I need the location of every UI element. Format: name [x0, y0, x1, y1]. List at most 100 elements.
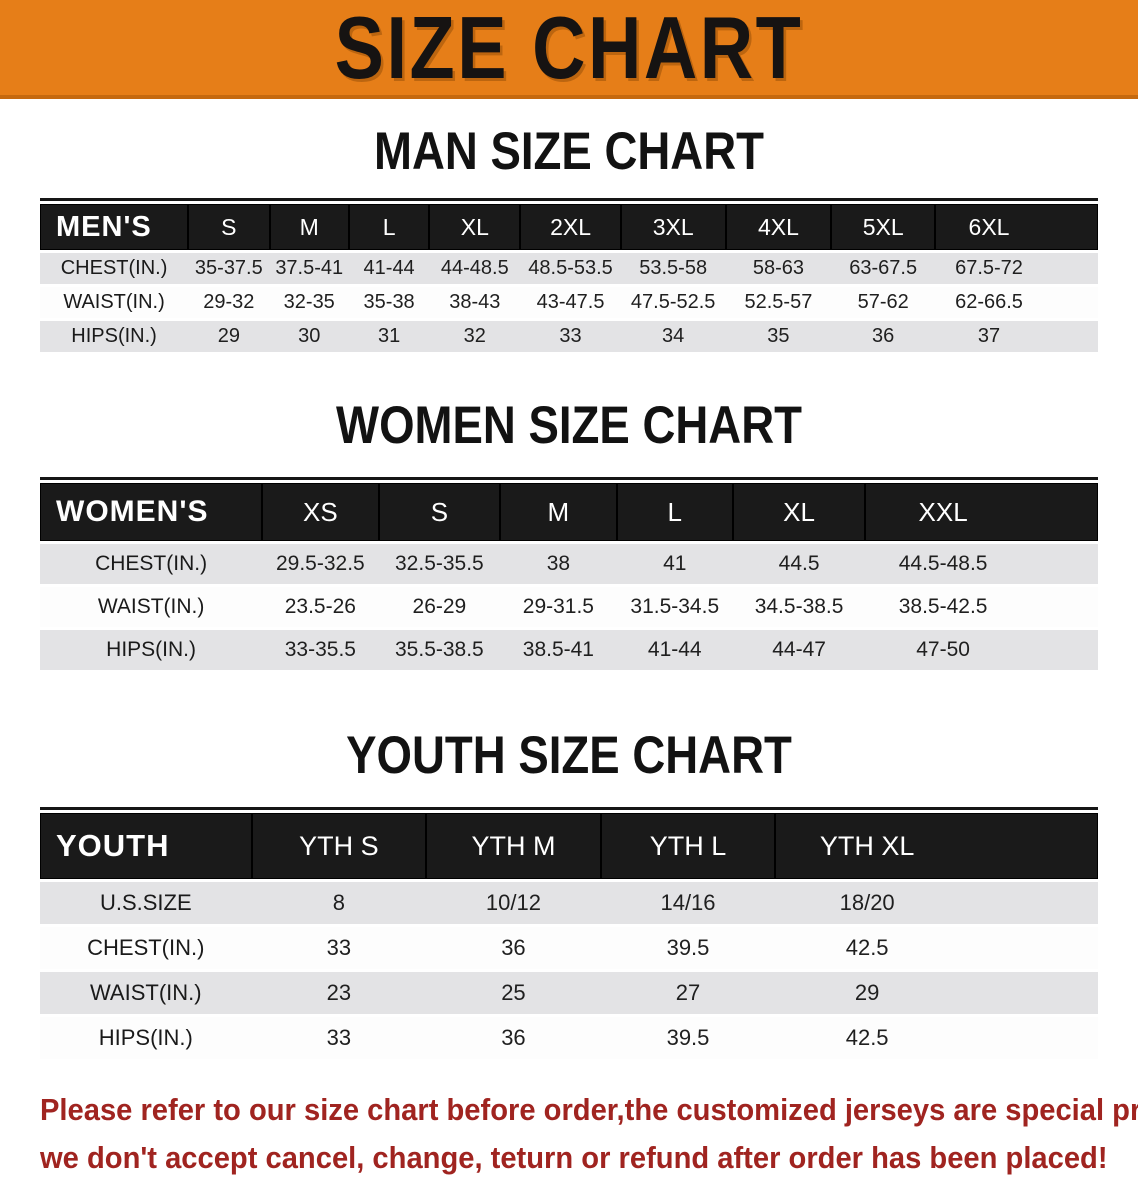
size-value: 29-31.5	[500, 587, 617, 627]
measurement-label: HIPS(IN.)	[40, 630, 263, 670]
table-row: WAIST(IN.) 29-32 32-35 35-38 38-43 43-47.5 47.…	[40, 287, 1098, 318]
size-column-header: XL	[429, 204, 521, 250]
table-group-label: YOUTH	[40, 813, 252, 879]
size-value: 42.5	[775, 927, 1098, 969]
size-value: 44.5-48.5	[865, 544, 1098, 584]
measurement-label: WAIST(IN.)	[40, 972, 252, 1014]
size-value: 38.5-41	[500, 630, 617, 670]
table-row: WAIST(IN.) 23 25 27 29	[40, 972, 1098, 1014]
women-section-heading: WOMEN SIZE CHART	[336, 396, 802, 455]
size-column-header: L	[348, 204, 430, 250]
size-value: 32-35	[269, 287, 349, 318]
size-column-header: 6XL	[935, 204, 1098, 250]
measurement-label: HIPS(IN.)	[40, 1017, 252, 1059]
size-value: 33	[251, 927, 427, 969]
size-value: 14/16	[600, 882, 776, 924]
size-value: 63-67.5	[831, 253, 935, 284]
size-column-header: YTH S	[251, 813, 427, 879]
size-value: 18/20	[775, 882, 1098, 924]
size-value: 35.5-38.5	[378, 630, 501, 670]
size-value: 42.5	[775, 1017, 1098, 1059]
youth-size-table: YOUTH YTH S YTH M YTH L YTH XL U.S.SIZE 8 10/12…	[40, 807, 1098, 1062]
size-value: 35-38	[348, 287, 430, 318]
table-row: HIPS(IN.) 29 30 31 32 33 34 35 36 37	[40, 321, 1098, 352]
size-value: 26-29	[378, 587, 501, 627]
size-value: 67.5-72	[935, 253, 1098, 284]
size-value: 48.5-53.5	[520, 253, 621, 284]
size-value: 29.5-32.5	[262, 544, 379, 584]
size-value: 43-47.5	[520, 287, 621, 318]
size-value: 52.5-57	[725, 287, 832, 318]
size-value: 31.5-34.5	[616, 587, 733, 627]
notice-line-1: Please refer to our size chart before or…	[40, 1092, 1138, 1127]
size-value: 41-44	[348, 253, 430, 284]
size-value: 34	[620, 321, 726, 352]
women-size-section: WOMEN SIZE CHART WOMEN'S XS S M L XL XXL CHEST(…	[0, 399, 1138, 673]
size-column-header: S	[188, 204, 270, 250]
measurement-label: WAIST(IN.)	[40, 287, 189, 318]
size-value: 39.5	[600, 1017, 776, 1059]
size-value: 29	[188, 321, 270, 352]
table-row: CHEST(IN.) 29.5-32.5 32.5-35.5 38 41 44.5 44.5…	[40, 544, 1098, 584]
size-value: 35	[725, 321, 832, 352]
table-row: WAIST(IN.) 23.5-26 26-29 29-31.5 31.5-34.5 34…	[40, 587, 1098, 627]
size-value: 33-35.5	[262, 630, 379, 670]
size-column-header: M	[269, 204, 349, 250]
size-column-header: 3XL	[620, 204, 726, 250]
size-value: 23	[251, 972, 427, 1014]
table-row: U.S.SIZE 8 10/12 14/16 18/20	[40, 882, 1098, 924]
table-header-row: YOUTH YTH S YTH M YTH L YTH XL	[40, 813, 1098, 879]
size-value: 36	[426, 927, 601, 969]
order-notice: Please refer to our size chart before or…	[0, 1086, 1138, 1182]
size-value: 27	[600, 972, 776, 1014]
size-value: 57-62	[831, 287, 935, 318]
size-column-header: 4XL	[725, 204, 832, 250]
size-value: 31	[348, 321, 430, 352]
size-column-header: XL	[732, 483, 866, 541]
men-size-table: MEN'S S M L XL 2XL 3XL 4XL 5XL 6XL CHEST(IN.) 35-37…	[40, 198, 1098, 355]
table-header-row: WOMEN'S XS S M L XL XXL	[40, 483, 1098, 541]
size-value: 35-37.5	[188, 253, 270, 284]
men-size-section: MAN SIZE CHART MEN'S S M L XL 2XL 3XL 4XL 5XL 6XL…	[0, 125, 1138, 355]
size-column-header: XXL	[865, 483, 1098, 541]
size-value: 23.5-26	[262, 587, 379, 627]
measurement-label: HIPS(IN.)	[40, 321, 189, 352]
size-value: 32.5-35.5	[378, 544, 501, 584]
size-column-header: YTH L	[600, 813, 776, 879]
measurement-label: CHEST(IN.)	[40, 927, 252, 969]
size-value: 53.5-58	[620, 253, 726, 284]
size-column-header: S	[378, 483, 501, 541]
size-value: 44-48.5	[429, 253, 521, 284]
size-column-header: YTH M	[426, 813, 601, 879]
size-column-header: XS	[262, 483, 379, 541]
size-value: 25	[426, 972, 601, 1014]
size-value: 47-50	[865, 630, 1098, 670]
table-row: CHEST(IN.) 35-37.5 37.5-41 41-44 44-48.5 48.5…	[40, 253, 1098, 284]
size-value: 41-44	[616, 630, 733, 670]
page-title: SIZE CHART	[334, 0, 804, 97]
table-group-label: MEN'S	[40, 204, 189, 250]
size-value: 29	[775, 972, 1098, 1014]
size-value: 38-43	[429, 287, 521, 318]
table-group-label: WOMEN'S	[40, 483, 263, 541]
size-value: 36	[426, 1017, 601, 1059]
youth-section-heading: YOUTH SIZE CHART	[346, 726, 792, 785]
size-value: 8	[251, 882, 427, 924]
size-value: 38	[500, 544, 617, 584]
size-value: 38.5-42.5	[865, 587, 1098, 627]
size-column-header: M	[500, 483, 617, 541]
size-value: 39.5	[600, 927, 776, 969]
size-value: 10/12	[426, 882, 601, 924]
table-row: CHEST(IN.) 33 36 39.5 42.5	[40, 927, 1098, 969]
size-value: 32	[429, 321, 521, 352]
size-value: 41	[616, 544, 733, 584]
size-value: 33	[251, 1017, 427, 1059]
size-value: 37.5-41	[269, 253, 349, 284]
youth-size-section: YOUTH SIZE CHART YOUTH YTH S YTH M YTH L YTH…	[0, 729, 1138, 1062]
size-column-header: YTH XL	[775, 813, 1098, 879]
measurement-label: U.S.SIZE	[40, 882, 252, 924]
men-section-heading: MAN SIZE CHART	[374, 122, 764, 181]
size-value: 44.5	[732, 544, 866, 584]
table-row: HIPS(IN.) 33-35.5 35.5-38.5 38.5-41 41-44 44-…	[40, 630, 1098, 670]
